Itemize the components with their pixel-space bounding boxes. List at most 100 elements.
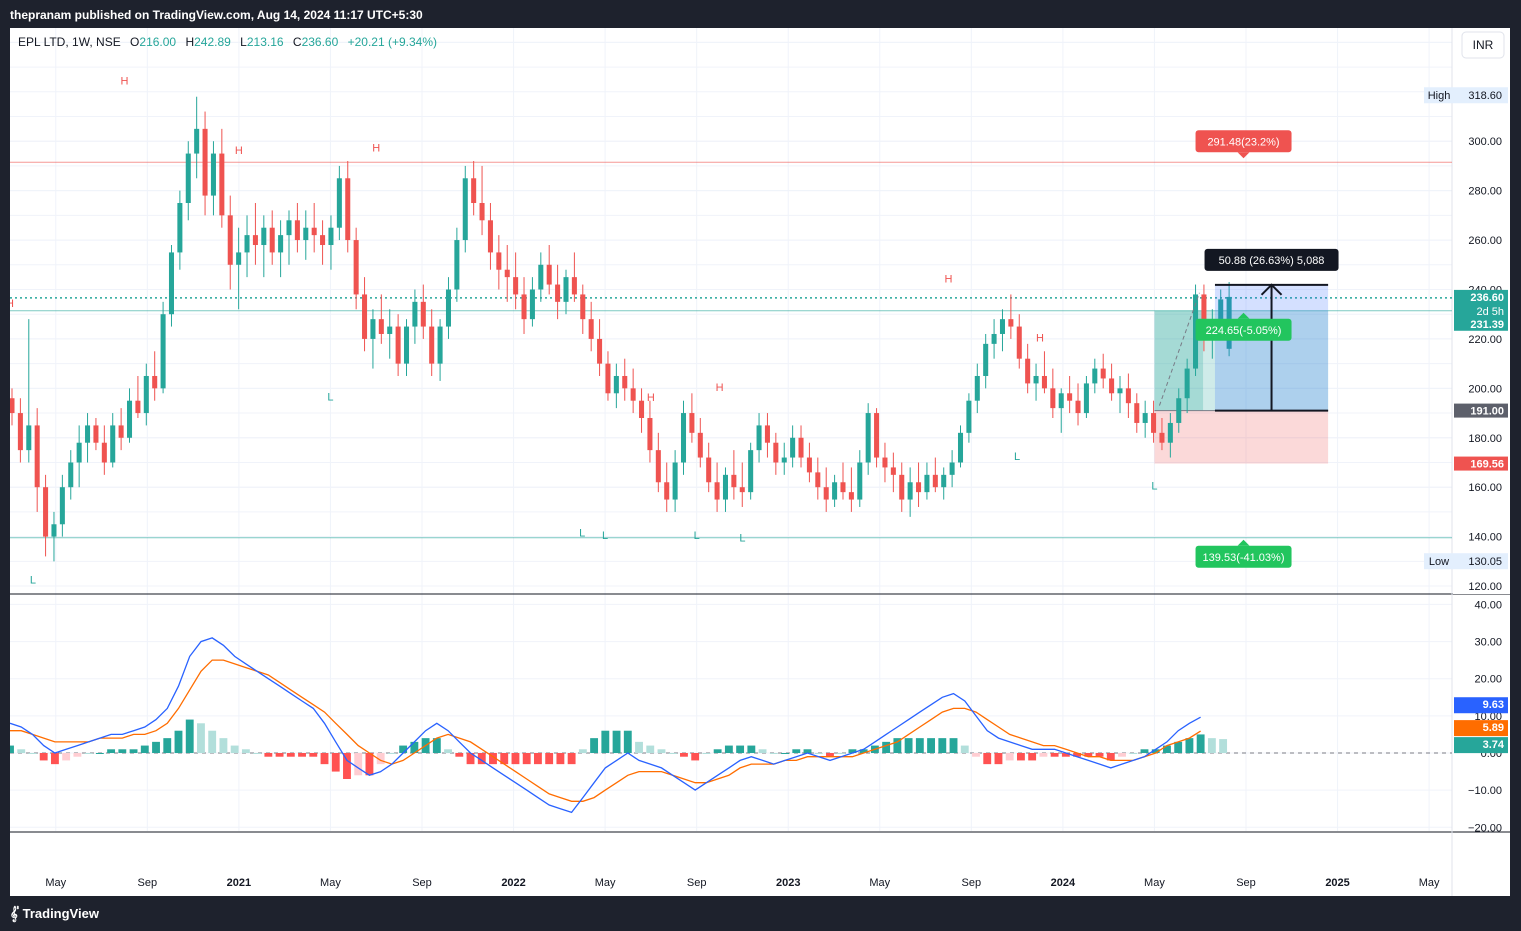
pivot-high-label: H — [235, 145, 243, 157]
macd-histogram-bar — [129, 749, 138, 753]
macd-histogram-bar — [163, 738, 172, 753]
candle-body — [504, 269, 510, 278]
time-tick-label: Sep — [1236, 877, 1256, 889]
macd-histogram-bar — [174, 730, 183, 753]
candle-body — [622, 375, 628, 389]
candle-body — [1151, 413, 1157, 433]
macd-histogram-bar — [466, 753, 475, 765]
last-price-badge-bg — [1454, 289, 1508, 318]
tradingview-logo[interactable]: 𝄟 TradingView — [10, 906, 99, 922]
currency-label[interactable]: INR — [1473, 38, 1494, 52]
macd-histogram-bar — [803, 749, 812, 753]
candle-body — [647, 418, 653, 451]
candle-body — [101, 442, 107, 463]
pivot-high-label: H — [10, 298, 14, 310]
candle-body — [278, 235, 284, 253]
target-up-badge-bg — [1195, 130, 1292, 153]
candle-body — [529, 289, 535, 320]
candle-body — [454, 240, 460, 290]
top-bar: thepranam published on TradingView.com, … — [0, 0, 1521, 28]
macd-histogram-bar — [28, 753, 37, 754]
macd-histogram-bar — [73, 753, 82, 757]
macd-histogram-bar — [882, 741, 891, 753]
macd-histogram-bar — [691, 753, 700, 761]
target-low-badge: 139.53(-41.03%) — [1203, 552, 1285, 564]
target-mid-badge: 224.65(-5.05%) — [1206, 325, 1282, 337]
macd-histogram-bar — [1016, 753, 1025, 761]
publisher-line: thepranam published on TradingView.com, … — [10, 8, 423, 22]
low-value-bg — [1454, 553, 1508, 570]
horizontal-levels — [10, 161, 1452, 539]
candle-body — [1218, 299, 1224, 320]
currency-button[interactable] — [1461, 31, 1505, 59]
macd-histogram-bar — [848, 749, 857, 753]
macd-histogram-bar — [95, 753, 104, 754]
macd-histogram-bar — [6, 745, 14, 753]
candle-body — [1134, 403, 1140, 423]
macd-histogram-bar — [646, 745, 655, 753]
candle-body — [680, 413, 687, 463]
low-label-bg — [1424, 553, 1454, 570]
macd-histogram-bar — [219, 738, 228, 753]
candle-body — [655, 450, 661, 483]
macd-histogram-bar — [1129, 753, 1138, 754]
candle-body — [294, 220, 300, 241]
macd-histogram-bar — [107, 749, 116, 753]
candle-body — [353, 240, 359, 295]
candle-body — [815, 472, 821, 488]
macd-histogram-bar — [994, 753, 1003, 765]
candle-body — [538, 264, 544, 290]
candle-body — [588, 319, 594, 339]
candle-body — [59, 487, 65, 525]
candle-body — [320, 235, 326, 246]
candle-body — [714, 482, 720, 500]
macd-tick-label: 40.00 — [1474, 599, 1502, 611]
candle-body — [1184, 368, 1190, 399]
candle-body — [1075, 400, 1081, 414]
macd-histogram-bar — [556, 753, 565, 765]
candle-body — [806, 457, 812, 473]
macd-histogram-bar — [635, 741, 643, 753]
candle-body — [597, 338, 603, 364]
macd-histogram-bar — [893, 738, 902, 753]
pivot-high-label: H — [120, 76, 128, 88]
pivot-low-label: L — [739, 532, 745, 544]
symbol-label[interactable]: EPL LTD, 1W, NSE — [18, 35, 121, 49]
histogram-value-badge-bg — [1454, 737, 1508, 754]
candle-body — [370, 319, 376, 339]
macd-histogram-bar — [545, 753, 554, 765]
time-axis[interactable]: May Sep 2021 May Sep 2022 May Sep 2023 May Sep 2024… — [45, 877, 1440, 889]
candle-body — [177, 202, 183, 253]
candle-body — [664, 482, 670, 500]
macd-signal-line — [10, 659, 1201, 802]
price-range-measure[interactable]: 50.88 (26.63%) 5,088 291.48(23.2%) 224.65(… — [1158, 130, 1339, 568]
chart-svg[interactable]: H L H H L H L L H L H L H L H L 50.88 (26.63%) 5,088 291… — [6, 28, 1510, 896]
macd-histogram-bar — [264, 753, 273, 757]
candle-body — [437, 326, 443, 364]
macd-histogram-bar — [1028, 753, 1037, 761]
macd-histogram-bar — [668, 753, 677, 754]
macd-histogram-bar — [444, 749, 452, 753]
candle-body — [722, 474, 728, 500]
macd-histogram-bar — [702, 753, 711, 754]
high-value: 318.60 — [1468, 90, 1502, 102]
macd-histogram-bar — [197, 723, 205, 753]
candle-body — [613, 375, 619, 394]
candle-body — [605, 363, 611, 394]
candle-body — [311, 227, 317, 236]
entry-badge-bg — [1454, 403, 1508, 418]
macd-histogram-bar — [1005, 753, 1014, 761]
macd-histogram-bar — [432, 738, 441, 753]
measure-label: 50.88 (26.63%) 5,088 — [1219, 255, 1325, 267]
candle-body — [1142, 413, 1148, 423]
macd-histogram-bar — [152, 741, 160, 753]
macd-histogram-bar — [309, 753, 318, 757]
macd-tick-label: −20.00 — [1468, 822, 1502, 834]
candle-body — [916, 482, 922, 493]
macd-histogram-bar — [859, 749, 868, 753]
time-tick-label: May — [1419, 877, 1440, 889]
macd-histogram-bar — [533, 753, 542, 765]
candle-body — [857, 462, 863, 500]
macd-tick-label: 10.00 — [1474, 711, 1502, 723]
